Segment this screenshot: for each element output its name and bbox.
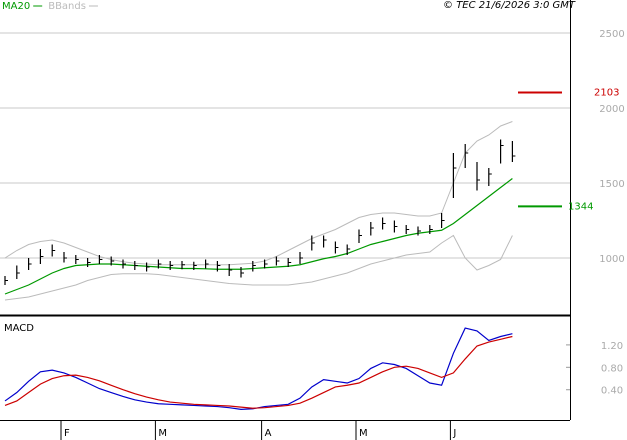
x-tick-label: M bbox=[158, 428, 167, 439]
copyright: © TEC 21/6/2026 3:0 GMT bbox=[443, 0, 576, 11]
x-tick-label: A bbox=[265, 428, 272, 439]
ma-line bbox=[4, 178, 513, 295]
y-tick-label: 1.20 bbox=[601, 341, 623, 352]
panel-title: MACD bbox=[4, 323, 34, 334]
macd-line bbox=[4, 335, 513, 409]
y-tick-label: 0.80 bbox=[601, 363, 623, 374]
band-upper bbox=[4, 121, 513, 266]
x-tick-label: J bbox=[452, 428, 456, 439]
y-tick-label: 0.40 bbox=[601, 386, 623, 397]
y-tick-label: 1500 bbox=[599, 179, 624, 190]
y-tick-label: 2500 bbox=[599, 29, 624, 40]
legend-label: BBands bbox=[48, 1, 86, 12]
legend-label: MA20 bbox=[2, 1, 30, 12]
reference-label: 1344 bbox=[568, 201, 593, 212]
band-lower bbox=[4, 234, 513, 301]
y-tick-label: 2000 bbox=[599, 104, 624, 115]
x-tick-label: F bbox=[64, 428, 70, 439]
x-tick-label: M bbox=[359, 428, 368, 439]
y-tick-label: 1000 bbox=[599, 254, 624, 265]
reference-label: 2103 bbox=[594, 88, 619, 99]
